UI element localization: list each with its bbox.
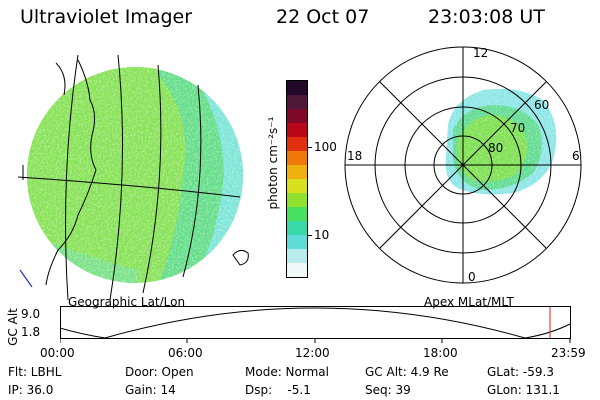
filter-readout: Flt: LBHL	[8, 365, 62, 379]
colorbar-tick-label-10: 10	[314, 228, 330, 242]
colorbar-segment	[287, 221, 307, 235]
seq-readout: Seq: 39	[365, 383, 411, 397]
mlt-label-12: 12	[473, 46, 488, 60]
dsp-readout: Dsp: -5.1	[245, 383, 311, 397]
altitude-plot	[60, 306, 571, 343]
colorbar-tick-100	[307, 147, 312, 148]
gc-alt-axis-label: GC Alt	[5, 308, 20, 346]
colorbar-segment	[287, 179, 307, 193]
x-tick-12-00: 12:00	[295, 346, 330, 360]
gc-alt-readout: GC Alt: 4.9 Re	[365, 365, 449, 379]
alt-tick-label-1-8: 1.8	[21, 325, 41, 339]
glat-readout: GLat: -59.3	[487, 365, 554, 379]
colorbar-segment	[287, 249, 307, 263]
geographic-caption: Geographic Lat/Lon	[68, 295, 186, 309]
colorbar-segment	[287, 109, 307, 123]
x-tick-23-59: 23:59	[551, 346, 586, 360]
colorbar-unit-label: photon cm⁻²s⁻¹	[266, 116, 280, 210]
colorbar-segment	[287, 193, 307, 207]
colorbar-segment	[287, 165, 307, 179]
date-label: 22 Oct 07	[276, 6, 370, 28]
colorbar-tick-label-100: 100	[314, 140, 337, 154]
door-readout: Door: Open	[125, 365, 194, 379]
gain-readout: Gain: 14	[125, 383, 176, 397]
colorbar-segment	[287, 207, 307, 221]
colorbar-segment	[287, 95, 307, 109]
x-tick-06-00: 06:00	[168, 346, 203, 360]
colorbar-segment	[287, 81, 307, 95]
colorbar	[286, 80, 308, 278]
colorbar-segment	[287, 123, 307, 137]
mlt-label-6: 6	[572, 149, 580, 163]
glon-readout: GLon: 131.1	[487, 383, 560, 397]
colorbar-tick-10	[307, 235, 312, 236]
mlat-label-80: 80	[488, 141, 503, 155]
mlt-label-18: 18	[347, 149, 362, 163]
colorbar-segment	[287, 263, 307, 277]
alt-tick-label-9: 9.0	[21, 307, 41, 321]
x-tick-00-00: 00:00	[40, 346, 75, 360]
colorbar-segment	[287, 235, 307, 249]
colorbar-segment	[287, 151, 307, 165]
apex-caption: Apex MLat/MLT	[424, 295, 514, 309]
colorbar-segment	[287, 137, 307, 151]
mode-readout: Mode: Normal	[245, 365, 329, 379]
mlat-label-70: 70	[510, 121, 525, 135]
time-label: 23:03:08 UT	[428, 6, 545, 28]
instrument-title: Ultraviolet Imager	[20, 6, 193, 28]
x-tick-18-00: 18:00	[423, 346, 458, 360]
geographic-image	[18, 55, 249, 300]
ip-readout: IP: 36.0	[8, 383, 54, 397]
mlt-label-0: 0	[468, 270, 476, 284]
polar-plot: 12 18 6 0 60 70 80	[344, 46, 582, 284]
mlat-label-60: 60	[534, 98, 549, 112]
